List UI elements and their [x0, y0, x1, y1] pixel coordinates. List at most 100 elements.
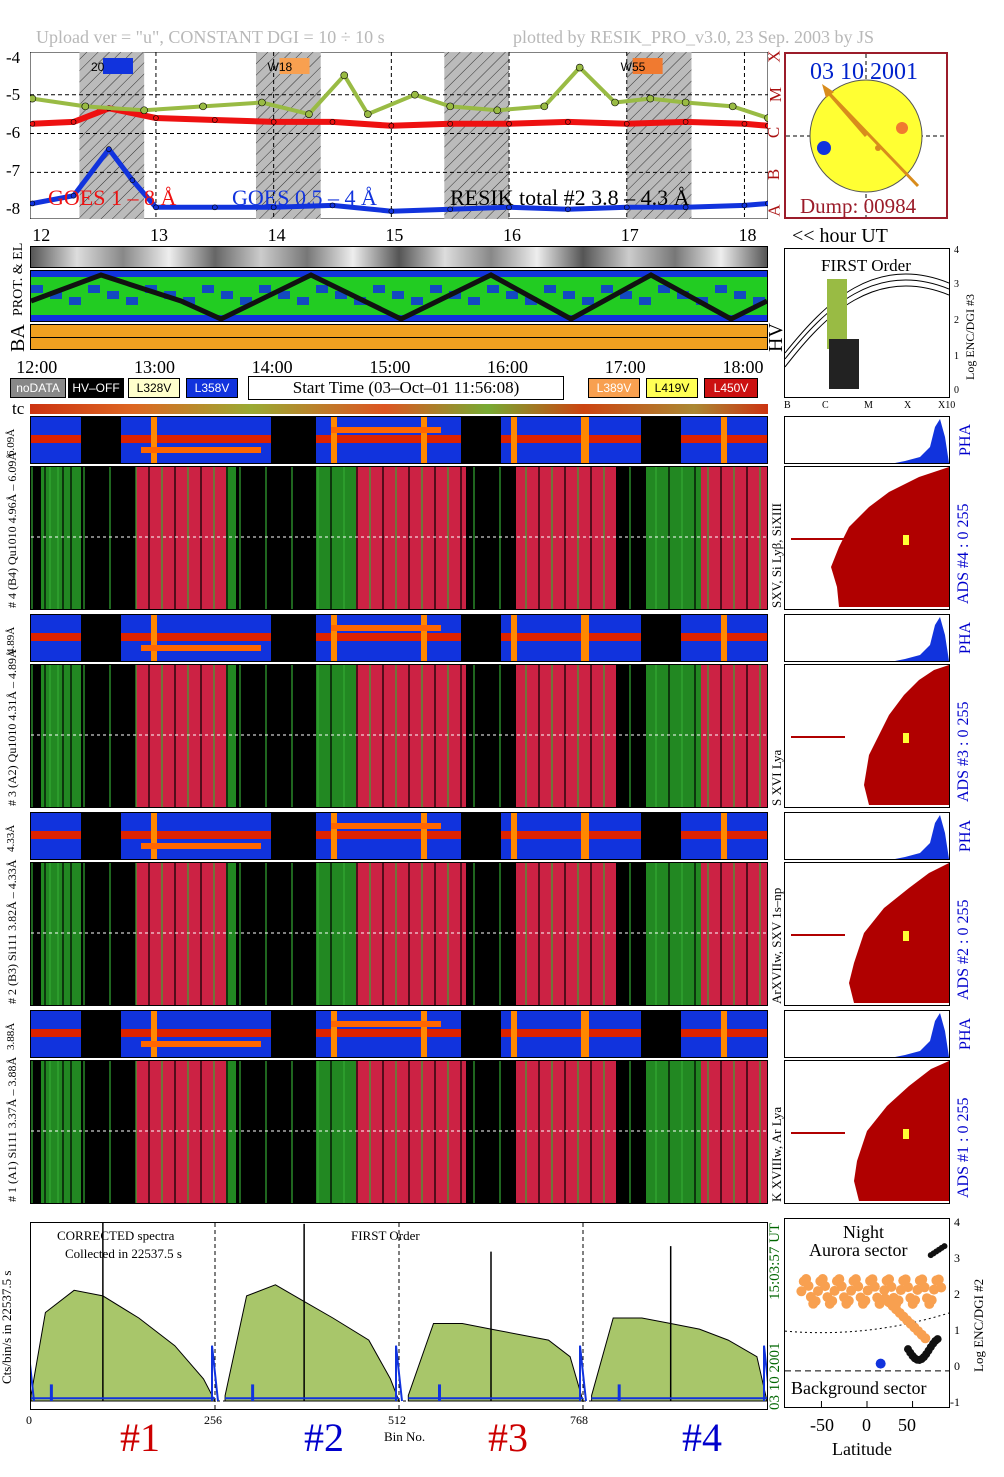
hour-tick-label: 16 [503, 225, 522, 245]
pha-dark-band [641, 1011, 681, 1057]
y-tick: -6 [6, 123, 21, 142]
time-axis: 12:00 13:00 14:00 15:00 16:00 17:00 18:00 [16, 357, 768, 378]
pha-dark-band [271, 1011, 316, 1057]
tc-label: tc [12, 399, 25, 418]
series-point [140, 106, 148, 115]
spectrum-title2: Collected in 22537.5 s [65, 1246, 182, 1261]
pha-wavelength-label: 3.88Å [5, 1022, 17, 1050]
ads-band [646, 1061, 701, 1203]
series-point [446, 102, 455, 111]
series-point [506, 121, 512, 127]
aurora-point [843, 1295, 854, 1306]
ads-band [136, 863, 226, 1005]
channel-right-lines: ArXVIIw, SXV 1s–np [769, 887, 784, 1004]
ads-band [356, 1061, 466, 1203]
edge-spike [31, 1364, 35, 1402]
ads-image [30, 862, 768, 1006]
pha-bright-band [151, 417, 157, 463]
pha-histogram [784, 416, 950, 464]
aurora-point [900, 1274, 911, 1285]
spectrum-xtick: 0 [26, 1413, 32, 1427]
ads-band [646, 863, 701, 1005]
legend-l419: L419V [646, 378, 698, 398]
ads-band [356, 863, 466, 1005]
ads-band [226, 665, 236, 807]
hour-tick-label: 15 [385, 225, 404, 245]
edge-spike [211, 1345, 219, 1402]
channel-label-4: #4 [682, 1415, 722, 1460]
flare-tag-label: W18 [268, 60, 293, 74]
ads-band [236, 1061, 316, 1203]
sun-date: 03 10 2001 [810, 59, 918, 85]
aurora-point [820, 1281, 831, 1292]
goes-class-c: C [764, 126, 784, 139]
hv-bar [30, 324, 768, 350]
ads-band [316, 665, 356, 807]
channel-left-label: # 3 (A2) Qu1010 4.31Å – 4.89Å [5, 649, 19, 806]
series-point [106, 146, 112, 152]
series-point [765, 122, 768, 129]
ads-band [136, 1061, 226, 1203]
legend-resik: RESIK total #2 3.8 – 4.3 Å [450, 185, 690, 210]
series-point [623, 204, 630, 211]
ads-band [236, 467, 316, 609]
legend-l450: L450V [704, 378, 758, 398]
series-line-1 [31, 146, 768, 214]
ads-band [81, 1061, 136, 1203]
channel-label-1: #1 [120, 1415, 160, 1460]
series-point [765, 200, 768, 207]
ads-band [41, 665, 81, 807]
aurora-point [910, 1295, 921, 1306]
pha-dark-band [81, 813, 121, 859]
aurora-point [810, 1296, 821, 1307]
series-point [575, 63, 584, 72]
y-tick: -8 [6, 199, 21, 218]
series-point [129, 177, 136, 183]
hour-tick-label: 12 [32, 225, 51, 245]
ads-band [41, 1061, 81, 1203]
first-order-ytick: 4 [954, 245, 959, 256]
spectrum-datestamp: 03 10 2001 [767, 1342, 783, 1411]
series-point [30, 94, 37, 103]
aurora-point [853, 1281, 864, 1292]
first-order-panel: FIRST Order [784, 248, 950, 398]
ads-band [41, 863, 81, 1005]
aurora-point [803, 1280, 814, 1291]
pha-bright-band [511, 813, 517, 859]
ads-band [316, 863, 356, 1005]
pha-dark-band [461, 813, 501, 859]
flare-tag-box [102, 58, 133, 74]
aurora-point [796, 1286, 807, 1297]
pha-dark-band [271, 615, 316, 661]
flare-tag-box [279, 58, 310, 74]
spectrum-ylabel: Cts/bin/s in 22537.5 s [0, 1270, 14, 1384]
series-point [411, 90, 419, 99]
aurora-point [884, 1274, 895, 1285]
night-point [933, 1335, 942, 1344]
legend-goes-1-8: GOES 1 – 8 Å [48, 185, 177, 210]
ads-band [236, 863, 316, 1005]
series-point [30, 121, 36, 127]
pha-label: PHA [957, 819, 974, 852]
time-tick-label: 14:00 [251, 357, 293, 377]
eclipse-interval [79, 52, 145, 219]
header-left: Upload ver = "u", CONSTANT DGI = 10 ÷ 10… [36, 27, 385, 47]
pha-bright-band [721, 417, 727, 463]
pha-bright-band [421, 615, 427, 661]
lat-ytick: 4 [954, 1215, 960, 1229]
spectrum-xtick: 256 [204, 1413, 222, 1427]
aurora-point [869, 1281, 880, 1292]
series-point [340, 71, 349, 80]
pha-dark-band [81, 1011, 121, 1057]
pha-bright-band [721, 813, 727, 859]
series-point [493, 106, 502, 115]
pha-label: PHA [957, 423, 974, 456]
ads-band [356, 467, 466, 609]
pha-wavelength-label: 4.33Å [5, 824, 17, 852]
lat-ytick: -1 [950, 1395, 960, 1409]
aurora-point [836, 1281, 847, 1292]
legend-l358: L358V [186, 378, 238, 398]
time-tick-label: 12:00 [16, 357, 58, 377]
pha-dark-band [641, 813, 681, 859]
aurora-point [926, 1295, 937, 1306]
